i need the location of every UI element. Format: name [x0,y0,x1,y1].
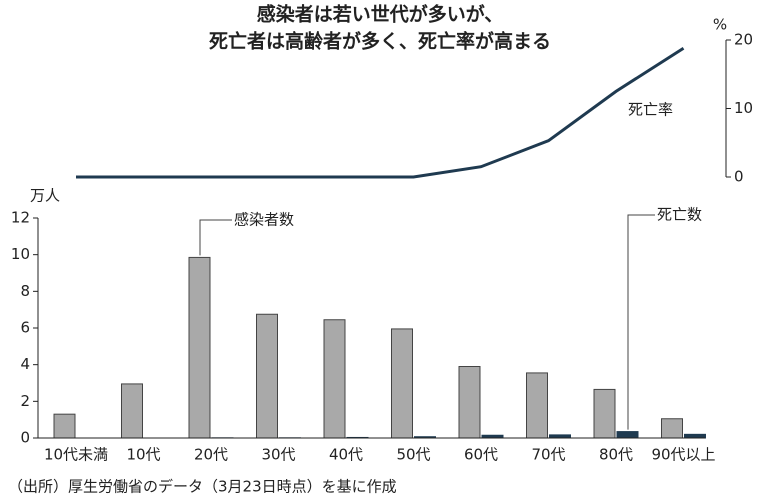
x-tick-label: 60代 [464,446,498,464]
bar [53,413,76,439]
x-tick-label: 40代 [329,446,363,464]
y-tick-label: 10 [11,245,30,263]
series-label: 感染者数 [234,211,294,229]
x-tick-label: 50代 [396,446,430,464]
x-tick-label: 90代以上 [651,446,715,464]
bar [256,313,278,439]
bar [188,256,211,439]
source-note: （出所）厚生労働省のデータ（3月23日時点）を基に作成 [8,478,397,496]
bar [593,388,616,439]
y-tick-label: 20 [734,31,753,49]
y-axis-unit: % [713,16,727,34]
y-tick-label: 2 [20,392,30,410]
bar [661,418,683,439]
bar [121,383,143,439]
x-tick-label: 10代未満 [44,446,108,464]
title-line: 感染者は若い世代が多いが、 [257,3,504,26]
bar [458,366,481,439]
y-tick-label: 0 [20,429,30,447]
y-tick-label: 6 [20,319,30,337]
y-tick-label: 12 [11,209,30,227]
y-tick-label: 10 [734,99,753,117]
y-axis-unit: 万人 [30,187,60,205]
x-tick-label: 80代 [599,446,633,464]
leader-line [627,214,655,430]
series-label: 死亡率 [628,101,673,119]
y-tick-label: 4 [20,355,30,373]
bar [684,433,706,439]
x-tick-label: 70代 [531,446,565,464]
bar [526,372,548,439]
title-line: 死亡者は高齢者が多く、死亡率が高まる [209,30,551,53]
bar [616,431,639,439]
leader-line [199,219,232,256]
series-label: 死亡数 [657,206,702,224]
y-tick-label: 8 [20,282,30,300]
bar [323,319,346,439]
x-tick-label: 10代 [126,446,160,464]
y-tick-label: 0 [734,168,744,186]
x-tick-label: 20代 [194,446,228,464]
bar [391,328,413,439]
x-tick-label: 30代 [261,446,295,464]
rate-line [76,46,685,179]
